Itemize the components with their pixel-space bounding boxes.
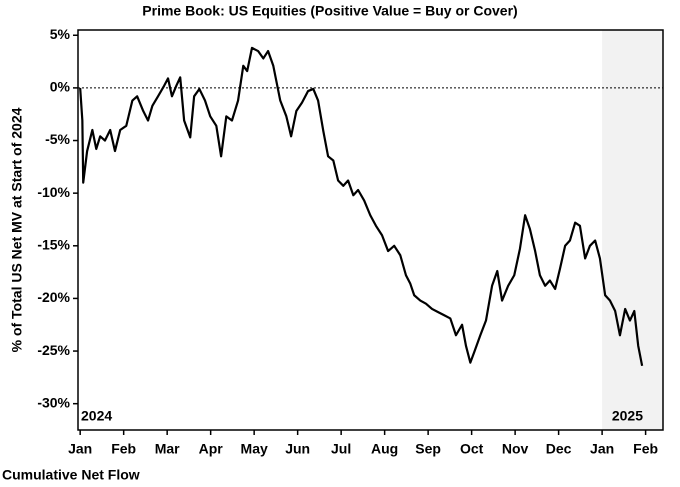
y-tick-label: -15% [37,236,70,252]
x-tick-label: Mar [155,441,180,457]
caption: Cumulative Net Flow [2,467,140,483]
x-tick-label: Dec [546,441,572,457]
shaded-region [602,30,663,430]
y-tick-label: -20% [37,289,70,305]
y-tick-label: -30% [37,394,70,410]
x-tick-label: Feb [111,441,136,457]
y-axis-label: % of Total US Net MV at Start of 2024 [9,107,25,352]
chart-title: Prime Book: US Equities (Positive Value … [142,3,517,19]
plot-frame [77,29,664,431]
x-tick-label: Nov [502,441,529,457]
x-tick-label: Jul [331,441,351,457]
x-tick-label: May [241,441,268,457]
y-tick-label: -5% [45,131,70,147]
x-tick-label: Jun [285,441,310,457]
x-tick-label: Apr [199,441,224,457]
x-tick-label: Feb [633,441,658,457]
y-tick-label: -10% [37,184,70,200]
y-tick-label: -25% [37,342,70,358]
x-tick-label: Aug [371,441,398,457]
annotation: 2024 [81,408,112,424]
y-tick-label: 0% [50,79,71,95]
x-tick-label: Jan [590,441,614,457]
annotation: 2025 [612,408,643,424]
x-tick-label: Jan [68,441,92,457]
x-tick-label: Oct [460,441,484,457]
x-tick-label: Sep [415,441,441,457]
y-tick-label: 5% [50,26,71,42]
line-series [79,46,644,367]
